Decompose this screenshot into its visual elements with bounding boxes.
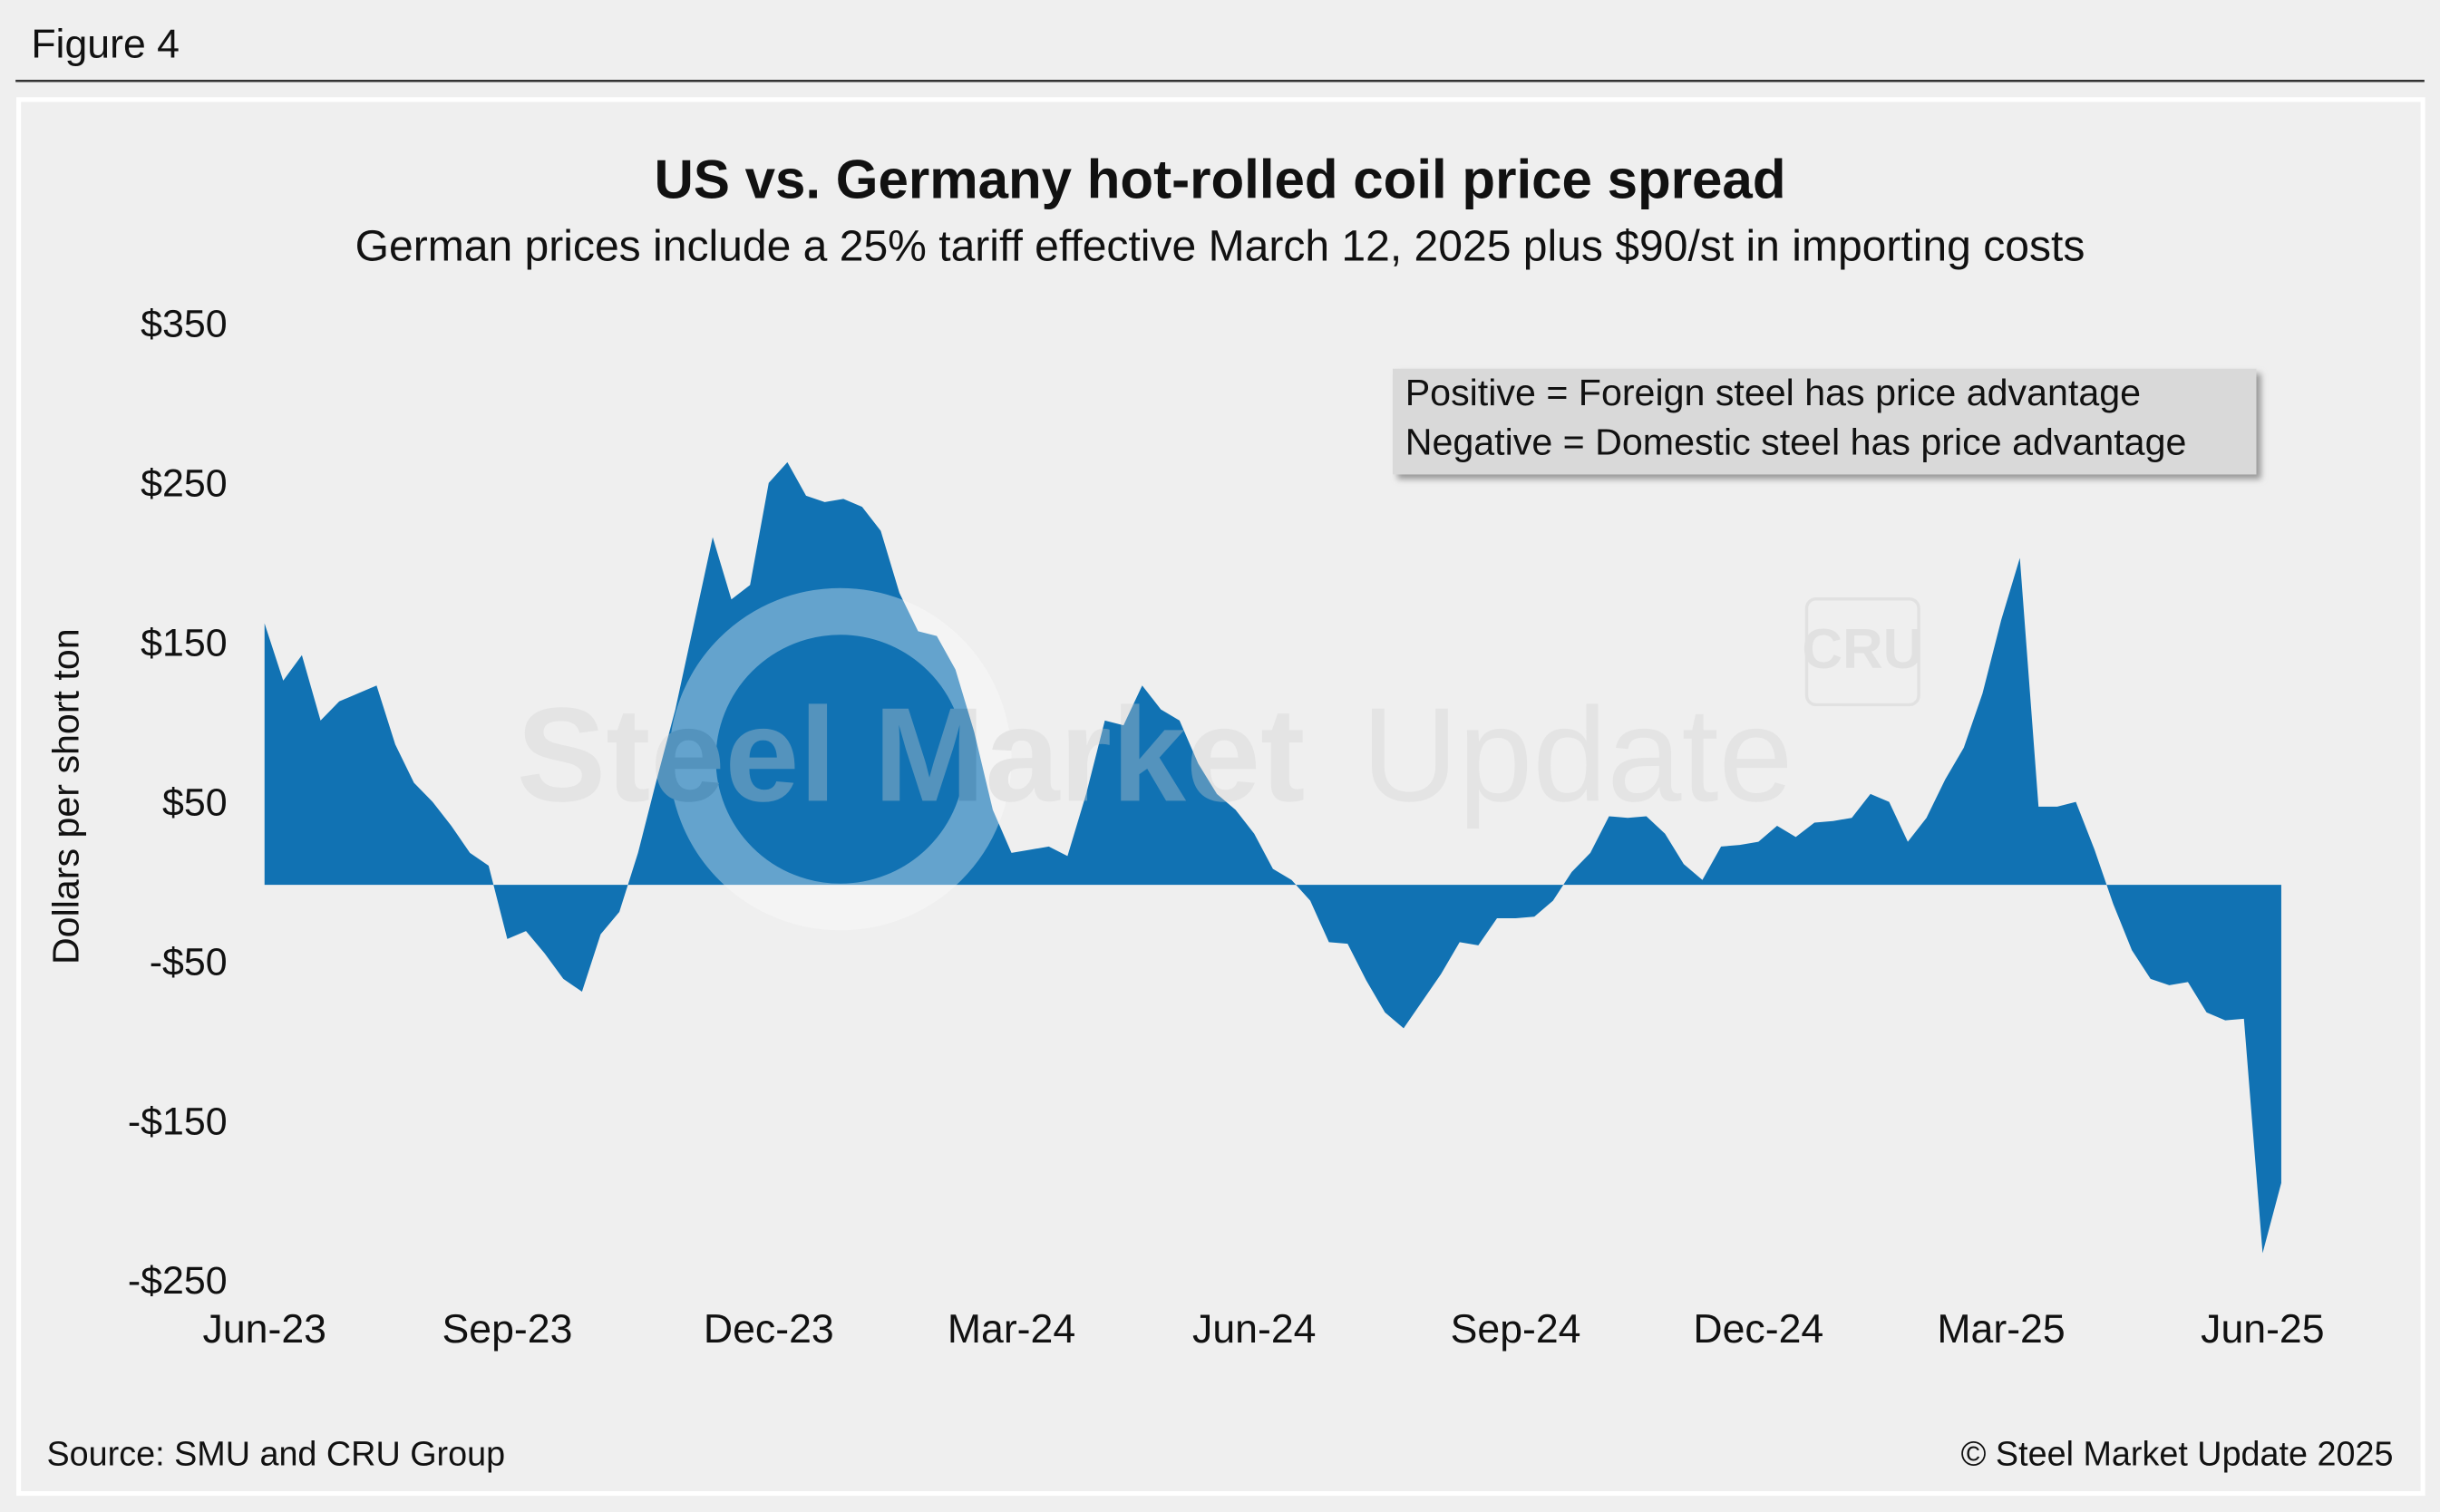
watermark-ring xyxy=(668,587,1012,931)
annotation-box xyxy=(1392,368,2257,475)
area xyxy=(264,461,2281,1254)
x-tick-label: Jun-25 xyxy=(2201,1307,2324,1352)
annotation-line: Negative = Domestic steel has price adva… xyxy=(1405,422,2187,463)
y-tick-label: -$50 xyxy=(150,940,228,984)
watermark-logo-box xyxy=(1804,597,1920,707)
x-tick-label: Mar-24 xyxy=(948,1307,1075,1352)
y-tick-label: -$250 xyxy=(128,1259,228,1303)
watermark: Steel Market Update CRU xyxy=(517,587,1923,931)
x-tick-label: Dec-24 xyxy=(1693,1307,1823,1352)
x-tick-label: Dec-23 xyxy=(704,1307,834,1352)
y-tick-label: $350 xyxy=(141,303,227,346)
y-tick-label: $150 xyxy=(141,622,227,665)
source: Source: SMU and CRU Group xyxy=(46,1434,505,1472)
figure-label: Figure 4 xyxy=(31,22,180,66)
copyright: © Steel Market Update 2025 xyxy=(1961,1434,2394,1472)
watermark-brand-light: Update xyxy=(1362,680,1794,829)
y-tick-label: $50 xyxy=(162,780,228,824)
chart-title: US vs. Germany hot-rolled coil price spr… xyxy=(654,149,1785,209)
x-tick-label: Jun-24 xyxy=(1192,1307,1316,1352)
x-tick-label: Jun-23 xyxy=(203,1307,326,1352)
y-axis-label: Dollars per short ton xyxy=(44,628,86,964)
watermark-logo: CRU xyxy=(1802,618,1923,681)
x-tick-label: Sep-23 xyxy=(442,1307,573,1352)
x-tick-label: Mar-25 xyxy=(1937,1307,2065,1352)
x-tick-label: Sep-24 xyxy=(1451,1307,1581,1352)
annotation-line: Positive = Foreign steel has price advan… xyxy=(1405,372,2141,413)
watermark-brand: Steel Market xyxy=(517,680,1305,829)
y-tick-label: $250 xyxy=(141,462,227,506)
y-tick-label: -$150 xyxy=(128,1100,228,1143)
chart-subtitle: German prices include a 25% tariff effec… xyxy=(355,222,2085,270)
panel-border xyxy=(16,97,2425,1497)
